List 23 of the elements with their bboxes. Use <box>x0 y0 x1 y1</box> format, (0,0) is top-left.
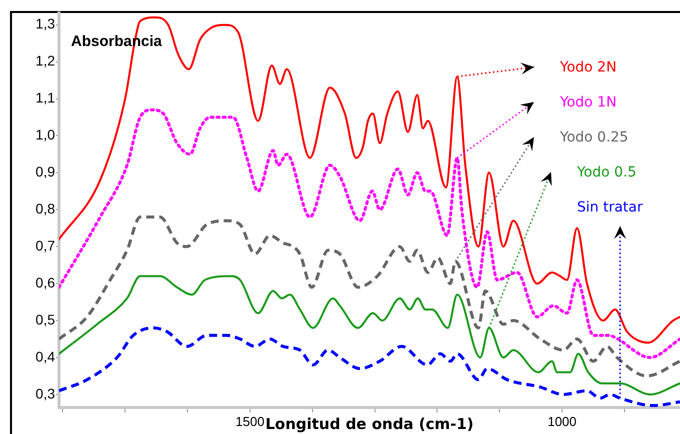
y-tick-label: 1,2 <box>36 52 56 69</box>
y-tick-label: 0,9 <box>36 164 56 180</box>
text: Yodo 0.5 <box>576 164 636 181</box>
y-tick-label: 1,1 <box>36 90 56 106</box>
text: Sin tratar <box>577 200 643 216</box>
y-tick-label: 0,5 <box>36 311 56 328</box>
y-tick-label: 0,8 <box>36 200 56 217</box>
y-tick-label: 0,4 <box>36 348 56 364</box>
x-tick-label: 1500 <box>236 414 264 429</box>
line-series <box>59 216 680 378</box>
text: Yodo 0.25 <box>559 130 628 146</box>
x-tick-label: 1000 <box>548 414 576 429</box>
y-tick-label: 0,6 <box>36 274 56 290</box>
y-tick-label: 1,3 <box>36 16 56 32</box>
y-tick-label: 0,3 <box>36 385 56 402</box>
line-series <box>59 108 680 359</box>
x-axis-title: Longitud de onda (cm-1) <box>265 414 474 433</box>
y-tick-label: 1,0 <box>36 126 56 143</box>
line-series <box>59 275 680 396</box>
text: Yodo 1N <box>559 94 617 111</box>
y-tick-label: 0,7 <box>36 237 56 254</box>
line-series <box>59 16 680 344</box>
text: Yodo 2N <box>559 60 617 76</box>
